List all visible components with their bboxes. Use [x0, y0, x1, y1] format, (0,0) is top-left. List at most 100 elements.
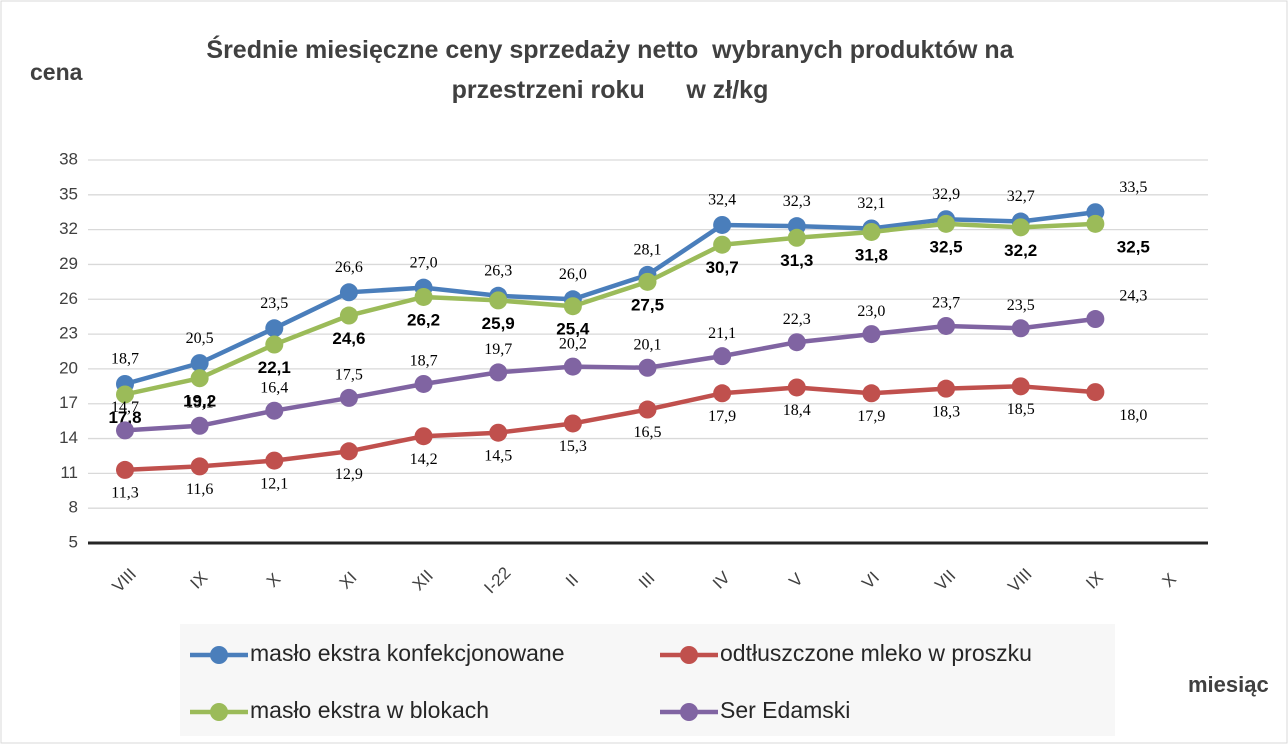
data-point: [713, 235, 732, 254]
data-point: [1086, 214, 1105, 233]
series-line: [124, 221, 1096, 397]
legend-label: masło ekstra w blokach: [250, 697, 489, 723]
data-point: [339, 442, 358, 461]
data-point: [116, 385, 134, 404]
y-tick-label: 38: [59, 149, 78, 168]
data-point: [1086, 383, 1105, 402]
data-label: 32,5: [930, 237, 963, 256]
data-label: 30,7: [706, 258, 739, 277]
data-label: 21,1: [708, 325, 736, 342]
y-axis-label: cena: [30, 59, 83, 85]
series-line: [124, 384, 1096, 473]
data-point: [116, 421, 134, 440]
data-label: 20,1: [634, 336, 662, 353]
data-label: 27,0: [410, 254, 438, 271]
data-label: 11,6: [186, 481, 213, 498]
y-tick-label: 32: [59, 219, 78, 238]
data-point: [638, 272, 657, 291]
data-label: 26,2: [407, 310, 440, 329]
data-label: 26,0: [559, 266, 587, 283]
data-point: [638, 358, 657, 377]
data-point: [862, 325, 881, 344]
data-point: [339, 388, 358, 407]
y-tick-label: 35: [59, 184, 78, 203]
legend-label: Ser Edamski: [720, 697, 850, 723]
series-line: [124, 209, 1096, 387]
data-label: 17,9: [857, 408, 885, 425]
data-point: [787, 378, 806, 397]
data-point: [489, 363, 508, 382]
data-point: [414, 374, 433, 393]
data-label: 18,7: [410, 353, 438, 370]
data-label: 26,3: [484, 262, 512, 279]
data-point: [638, 400, 657, 419]
data-point: [190, 369, 209, 388]
data-point: [190, 416, 209, 435]
y-tick-label: 20: [59, 358, 78, 377]
y-tick-label: 14: [59, 428, 78, 447]
data-label: 26,6: [335, 259, 363, 276]
data-label: 32,3: [783, 193, 811, 210]
data-point: [563, 297, 582, 316]
y-tick-label: 8: [69, 498, 78, 517]
data-label: 31,3: [780, 251, 813, 270]
data-point: [1011, 377, 1030, 396]
data-point: [489, 423, 508, 442]
data-point: [713, 347, 732, 366]
data-label: 16,5: [634, 424, 662, 441]
data-label: 14,2: [410, 451, 438, 468]
data-point: [1086, 310, 1105, 329]
data-label: 11,3: [111, 485, 138, 502]
data-label: 32,9: [932, 186, 960, 203]
data-point: [787, 228, 806, 247]
data-label: 18,0: [1119, 407, 1147, 424]
x-axis-label: miesiąc: [1188, 672, 1269, 697]
data-label: 19,7: [484, 341, 512, 358]
data-label: 23,5: [1007, 297, 1035, 314]
y-tick-label: 17: [59, 393, 78, 412]
data-label: 33,5: [1119, 179, 1147, 196]
data-point: [862, 384, 881, 403]
data-label: 18,7: [111, 351, 139, 368]
data-point: [339, 306, 358, 325]
data-point: [937, 316, 956, 335]
data-label: 32,4: [708, 192, 736, 209]
data-point: [190, 354, 209, 373]
data-label: 25,9: [482, 314, 515, 333]
data-point: [414, 287, 433, 306]
y-tick-label: 23: [59, 324, 78, 343]
data-point: [713, 215, 732, 234]
data-point: [563, 414, 582, 433]
data-label: 32,2: [1004, 241, 1037, 260]
data-label: 18,4: [783, 402, 811, 419]
data-point: [937, 214, 956, 233]
data-label: 15,3: [559, 438, 587, 455]
data-label: 19,2: [183, 392, 216, 411]
y-tick-label: 29: [59, 254, 78, 273]
data-point: [265, 319, 284, 338]
data-label: 28,1: [634, 242, 662, 259]
y-tick-label: 26: [59, 289, 78, 308]
data-point: [265, 401, 284, 420]
data-label: 16,4: [260, 379, 288, 396]
data-point: [1011, 319, 1030, 338]
data-label: 25,4: [556, 320, 590, 339]
data-point: [414, 427, 433, 446]
series-line: [124, 316, 1096, 433]
legend-label: masło ekstra konfekcjonowane: [250, 640, 565, 666]
legend-marker: [210, 703, 228, 721]
data-point: [1011, 218, 1030, 237]
data-point: [563, 357, 582, 376]
data-label: 17,5: [335, 367, 363, 384]
data-label: 12,9: [335, 466, 363, 483]
data-point: [862, 222, 881, 241]
data-label: 14,5: [484, 447, 512, 464]
data-point: [937, 379, 956, 398]
data-label: 23,0: [857, 303, 885, 320]
data-point: [265, 451, 284, 470]
data-label: 18,5: [1007, 401, 1035, 418]
chart-title: Średnie miesięczne ceny sprzedaży netto …: [206, 36, 1021, 104]
legend-label: odtłuszczone mleko w proszku: [720, 640, 1032, 666]
data-point: [265, 335, 284, 354]
data-label: 23,7: [932, 295, 960, 312]
